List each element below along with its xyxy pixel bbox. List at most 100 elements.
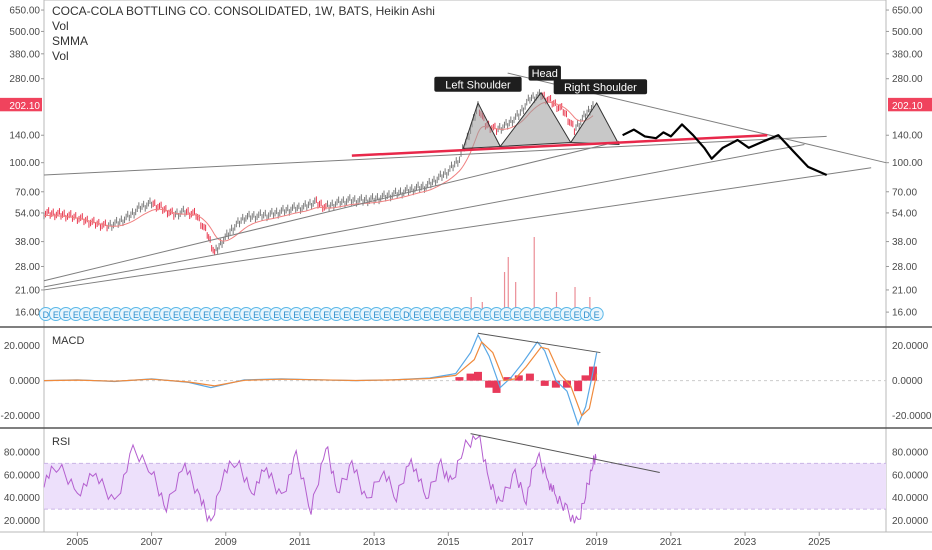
price-tick-label-right: 500.00 [892,27,923,38]
volume-bar [574,287,576,317]
time-tick-label: 2005 [66,537,89,548]
indicator-vol-1[interactable]: Vol [52,19,69,33]
time-tick-label: 2017 [511,537,534,548]
price-tick-label-left: 100.00 [9,158,40,169]
price-tick-label-right: 16.00 [892,308,917,319]
dividend-marker-letter: E [223,310,229,320]
price-badge-right [888,99,932,112]
right-shoulder-label-bg [553,79,648,95]
macd-histogram-bar [455,377,464,381]
macd-histogram-bar [525,373,534,381]
time-tick-label: 2009 [215,537,238,548]
trendline-2009-low [43,167,872,291]
dividend-marker-letter: E [103,310,109,320]
macd-histogram-bar [551,380,560,388]
rsi-tick-label-right: 80.0000 [892,447,929,458]
time-tick-label: 2011 [289,537,311,548]
macd-histogram-bar [574,380,583,392]
dividend-marker [589,307,604,321]
dividend-marker-letter: E [473,310,479,320]
macd-line [43,333,598,427]
price-tick-label-left: 16.00 [15,308,40,319]
rsi-band [44,463,886,510]
volume-bar [503,272,506,317]
dividend-marker-letter: E [564,310,570,320]
dividend-marker-letter: E [363,310,369,320]
time-tick-label: 2015 [437,537,460,548]
time-tick-label: 2021 [660,537,683,548]
volume-bar [515,282,517,317]
macd-histogram-bar [514,375,523,381]
price-tick-label-right: 380.00 [892,49,923,60]
macd-tick-label-left: 20.0000 [4,341,41,352]
price-tick-label-right: 21.00 [892,285,917,296]
rsi-label[interactable]: RSI [52,436,71,448]
rsi-tick-label-right: 20.0000 [892,516,929,527]
dividend-marker-letter: D [403,310,410,320]
rsi-tick-label-left: 60.0000 [4,470,41,481]
dividend-marker-letter: E [453,310,459,320]
volume-bar [589,297,591,317]
dividend-marker-letter: E [113,310,119,320]
dividend-marker-letter: E [323,310,329,320]
dividend-marker-letter: E [163,310,169,320]
symbol-title[interactable]: COCA-COLA BOTTLING CO. CONSOLIDATED, 1W,… [52,4,435,18]
head-label-bg [528,65,561,81]
indicator-vol-2[interactable]: Vol [52,49,69,63]
dividend-marker-letter: E [463,310,469,320]
volume-bar [507,257,509,317]
price-tick-label-left: 54.00 [15,208,40,219]
macd-tick-label-right: 20.0000 [892,341,929,352]
macd-histogram-bar [485,380,494,388]
macd-signal-line [43,340,598,417]
macd-histogram-bar [473,371,482,381]
macd-histogram-bar [581,375,590,381]
macd-tick-label-right: -20.0000 [892,411,932,422]
macd-histogram-bar [492,380,501,393]
macd-histogram-bar [503,377,512,381]
dividend-marker-letter: E [263,310,269,320]
macd-label[interactable]: MACD [52,335,85,347]
dividend-marker-letter: E [393,310,399,320]
dividend-marker-letter: E [383,310,389,320]
dividend-marker-letter: E [373,310,379,320]
dividend-marker-letter: E [273,310,279,320]
dividend-marker-letter: E [494,310,500,320]
dividend-marker-letter: E [283,310,289,320]
price-tick-label-left: 280.00 [9,74,40,85]
price-tick-label-left: 500.00 [9,27,40,38]
indicator-smma[interactable]: SMMA [52,34,88,48]
macd-tick-label-left: 0.0000 [9,376,40,387]
macd-tick-label-left: -20.0000 [1,411,41,422]
rsi-tick-label-right: 60.0000 [892,470,929,481]
dividend-marker-letter: E [83,310,89,320]
macd-tick-label-right: 0.0000 [892,376,923,387]
dividend-marker-letter: E [233,310,239,320]
price-tick-label-right: 70.00 [892,187,917,198]
dividend-marker-letter: E [63,310,69,320]
price-tick-label-left: 380.00 [9,49,40,60]
price-tick-label-left: 28.00 [15,262,40,273]
price-tick-label-right: 650.00 [892,6,923,17]
price-tick-label-right: 28.00 [892,262,917,273]
dividend-marker-letter: D [43,310,50,320]
dividend-marker-letter: E [303,310,309,320]
dividend-marker-letter: E [353,310,359,320]
neckline [351,133,768,157]
macd-divergence-line [477,332,601,354]
time-tick-label: 2019 [586,537,609,548]
dividend-marker-letter: E [574,310,580,320]
volume-bar [533,237,535,317]
price-tick-label-left: 70.00 [15,187,40,198]
left-shoulder-label-bg [434,76,522,92]
time-tick-label: 2025 [808,537,831,548]
price-tick-label-right: 54.00 [892,208,917,219]
dividend-marker-letter: E [343,310,349,320]
dividend-marker-letter: E [143,310,149,320]
rsi-line [43,434,597,524]
dividend-marker-letter: E [53,310,59,320]
price-tick-label-left: 21.00 [15,285,40,296]
left-shoulder-shape [462,101,502,150]
price-badge-left [0,99,42,112]
